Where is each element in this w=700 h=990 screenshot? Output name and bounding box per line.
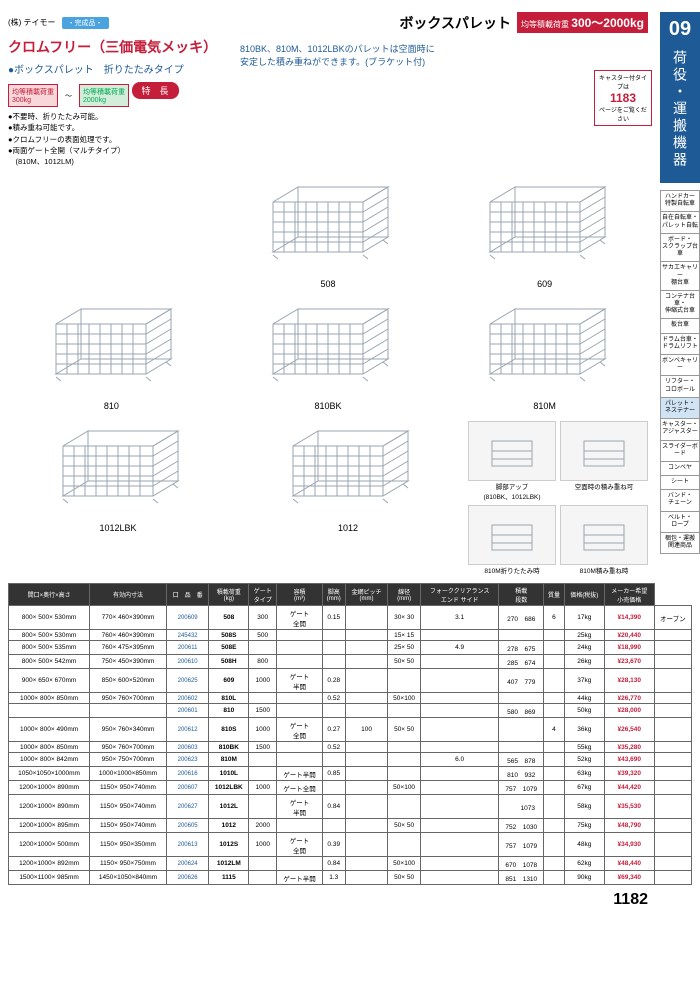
section-label: 荷役・運搬機器 — [670, 49, 690, 169]
detail-thumb — [560, 421, 648, 481]
table-row: 1000× 800× 850mm950× 760×700mm200603810B… — [9, 742, 692, 753]
table-header: 積載荷重 (kg) — [209, 584, 249, 606]
features-list: ●不要時、折りたたみ可能。●積み重ね可能です。●クロムフリーの表面処理です。●両… — [8, 111, 692, 167]
table-row: 900× 650× 670mm850× 600×520mm20062560910… — [9, 669, 692, 693]
detail-thumb — [560, 505, 648, 565]
product-cell: 609 — [441, 177, 648, 289]
pallet-image — [258, 299, 398, 399]
table-row: 1000× 800× 490mm950× 760×340mm200612810S… — [9, 718, 692, 742]
table-header: 脚高 (mm) — [322, 584, 345, 606]
side-link[interactable]: ベルト・ ロープ — [660, 511, 700, 533]
detail-thumb — [468, 505, 556, 565]
detail-thumb — [468, 421, 556, 481]
table-header: 線径 (mm) — [388, 584, 421, 606]
side-link[interactable]: 梱包・運搬 関連商品 — [660, 532, 700, 554]
table-header: 口 品 番 — [166, 584, 209, 606]
table-header: 間口×奥行×高さ — [9, 584, 90, 606]
table-row: 800× 500× 535mm760× 475×395mm200611508E2… — [9, 641, 692, 655]
pallet-image — [475, 299, 615, 399]
side-link[interactable]: ボード・ スクラップ台車 — [660, 233, 700, 263]
table-row: 1500×1100× 985mm1450×1050×840mm200626111… — [9, 871, 692, 885]
spec-table: 間口×奥行×高さ有効内寸法口 品 番積載荷重 (kg)ゲート タイプ容積 (m³… — [8, 583, 692, 885]
pallet-image — [475, 177, 615, 277]
side-link[interactable]: パレット・ ネステナー — [660, 397, 700, 419]
complete-tag: ・完成品・ — [62, 17, 109, 29]
side-link[interactable]: スライダーボード — [660, 440, 700, 462]
pallet-image — [258, 177, 398, 277]
section-number: 09 — [664, 18, 696, 41]
side-link[interactable]: シート — [660, 475, 700, 490]
side-link[interactable]: コンテナ台車・ 伸縮式台車 — [660, 290, 700, 320]
category-title: ボックスパレット — [399, 13, 511, 33]
side-link[interactable]: ボンベキャリー — [660, 354, 700, 376]
side-link[interactable]: ハンドカー 特製自転車 — [660, 190, 700, 212]
table-row: 1000× 800× 850mm950× 760×700mm200602810L… — [9, 693, 692, 704]
table-row: 1200×1000× 892mm1150× 950×750mm200624101… — [9, 857, 692, 871]
load-badge: 均等積載荷重 300〜2000kg — [517, 12, 648, 33]
product-cell: 810M — [441, 299, 648, 411]
load-range-small: 均等積載荷重 300kg 〜 均等積載荷重 2000kg — [8, 84, 129, 107]
table-row: 1200×1000× 890mm1150× 950×740mm200627101… — [9, 795, 692, 819]
features-heading: 特 長 — [132, 82, 179, 99]
side-nav: ハンドカー 特製自転車自在自転車・ パレット自転ボード・ スクラップ台車サカエキ… — [660, 190, 700, 553]
brand-name: (株) テイモー — [8, 17, 56, 28]
product-cell: 508 — [225, 177, 432, 289]
product-cell: 810 — [8, 299, 215, 411]
table-header: フォーククリアランス エンド サイド — [420, 584, 499, 606]
side-link[interactable]: サカエキャリー 棚台車 — [660, 261, 700, 291]
pallet-image — [41, 299, 181, 399]
description: 810BK、810M、1012LBKのパレットは空面時に 安定した積み重ねができ… — [240, 42, 479, 68]
feature-item: ●不要時、折りたたみ可能。 — [8, 111, 692, 122]
table-row: 800× 500× 542mm750× 450×390mm200610508H8… — [9, 655, 692, 669]
table-header: 質量 — [544, 584, 565, 606]
table-header: 積載 段数 — [499, 584, 544, 606]
table-row: 1200×1000× 895mm1150× 950×740mm200605101… — [9, 819, 692, 833]
side-link[interactable]: キャスター・ アジャスター — [660, 418, 700, 440]
side-link[interactable]: コンベヤ — [660, 461, 700, 476]
table-row: 1200×1000× 890mm1150× 950×740mm200607101… — [9, 781, 692, 795]
section-tab: 09 荷役・運搬機器 — [660, 12, 700, 183]
side-link[interactable]: 自在自転車・ パレット自転 — [660, 211, 700, 233]
product-grid: 508 609 810 810BK 810M — [8, 177, 692, 411]
feature-item: ●両面ゲート全開（マルチタイプ） (810M、1012LM) — [8, 145, 692, 168]
table-header: 価格(税抜) — [564, 584, 604, 606]
side-link[interactable]: ドラム台車・ ドラムリフト — [660, 333, 700, 355]
table-row: 1200×1000× 500mm1150× 950×350mm200613101… — [9, 833, 692, 857]
table-row: 800× 500× 530mm770× 460×390mm20060950830… — [9, 606, 692, 630]
page-number: 1182 — [8, 891, 692, 909]
product-cell: 810BK — [225, 299, 432, 411]
detail-images: 脚部アップ (810BK、1012LBK)空面時の積み重ね可810M折りたたみ時… — [468, 421, 648, 575]
table-header: 有効内寸法 — [90, 584, 167, 606]
ref-page-badge: キャスター付タイプは 1183 ページをご覧ください — [594, 70, 652, 126]
side-link[interactable]: 板台車 — [660, 318, 700, 333]
table-header: 金網ピッチ (mm) — [345, 584, 388, 606]
side-link[interactable]: バンド・ チェーン — [660, 489, 700, 511]
table-header: ゲート タイプ — [249, 584, 277, 606]
table-header: メーカー希望 小売価格 — [604, 584, 654, 606]
table-row: 1050×1050×1000mm1000×1000×850mm200616101… — [9, 767, 692, 781]
side-link[interactable]: リフター・ コロボール — [660, 375, 700, 397]
table-row: 800× 500× 530mm760× 460×390mm245432508S5… — [9, 630, 692, 641]
pallet-image — [278, 421, 418, 521]
feature-item: ●クロムフリーの表面処理です。 — [8, 134, 692, 145]
table-row: 1000× 800× 842mm950× 750×700mm200623810M… — [9, 753, 692, 767]
table-header: 容積 (m³) — [277, 584, 323, 606]
feature-item: ●積み重ね可能です。 — [8, 122, 692, 133]
pallet-image — [48, 421, 188, 521]
table-row: 2006018101500580 86950kg¥28,000 — [9, 704, 692, 718]
